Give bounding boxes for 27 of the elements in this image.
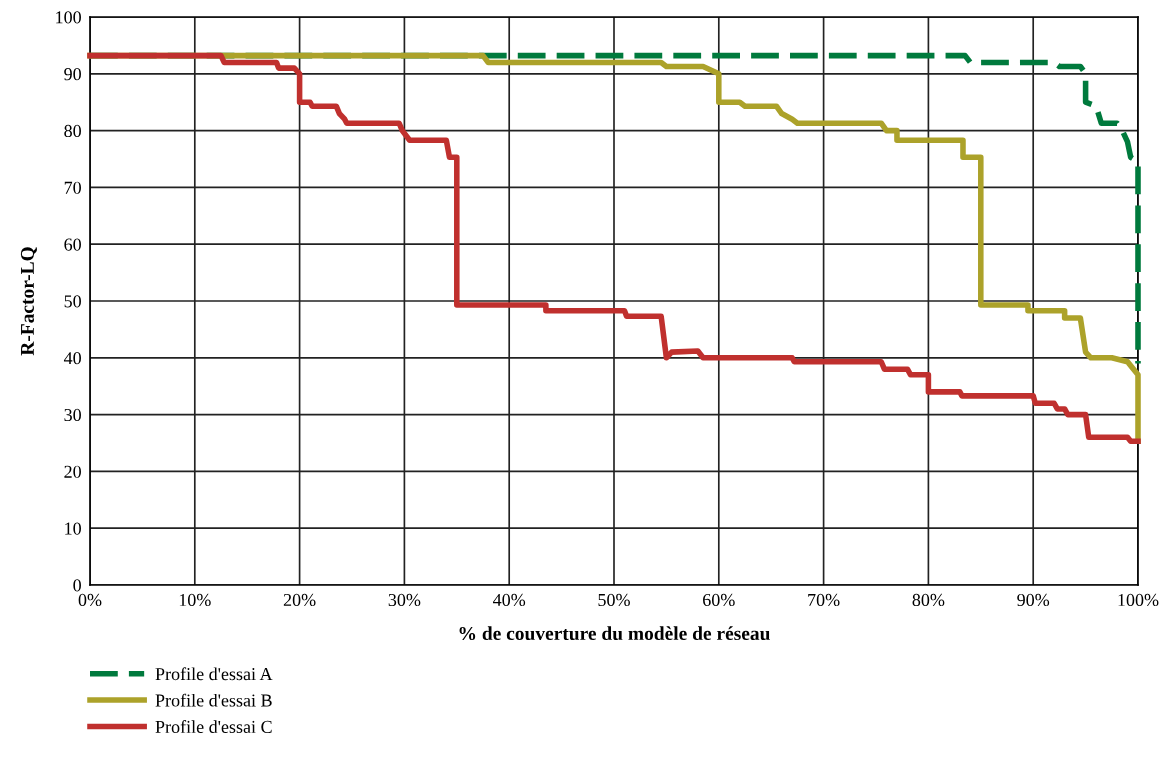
x-tick-label: 20%: [283, 593, 316, 607]
y-tick-label: 20: [64, 465, 81, 478]
y-tick-label: 70: [64, 181, 81, 194]
y-tick-label: 90: [64, 68, 81, 81]
x-tick-label: 100%: [1118, 593, 1159, 607]
x-tick-label: 0%: [78, 593, 102, 607]
y-tick-label: 50: [64, 295, 81, 308]
legend-label: Profile d'essai C: [155, 720, 272, 734]
x-tick-label: 70%: [808, 593, 840, 607]
x-tick-label: 50%: [598, 593, 630, 607]
legend-label: Profile d'essai A: [155, 667, 273, 681]
x-tick-label: 80%: [912, 593, 945, 607]
y-axis-title: R-Factor-LQ: [20, 247, 37, 356]
x-tick-label: 60%: [703, 593, 735, 607]
y-tick-label: 10: [65, 522, 81, 535]
x-tick-label: 40%: [493, 593, 526, 607]
legend-label: Profile d'essai B: [155, 693, 272, 707]
x-tick-label: 90%: [1017, 593, 1050, 607]
y-tick-label: 60: [64, 238, 81, 251]
y-tick-label: 40: [63, 352, 81, 365]
y-tick-label: 100: [56, 11, 81, 24]
y-tick-label: 30: [64, 408, 81, 422]
y-tick-label: 80: [64, 124, 81, 138]
y-tick-label: 0: [73, 579, 81, 592]
x-tick-label: 30%: [388, 593, 421, 607]
x-tick-label: 10%: [179, 593, 211, 607]
x-axis-title: % de couverture du modèle de réseau: [459, 626, 770, 641]
